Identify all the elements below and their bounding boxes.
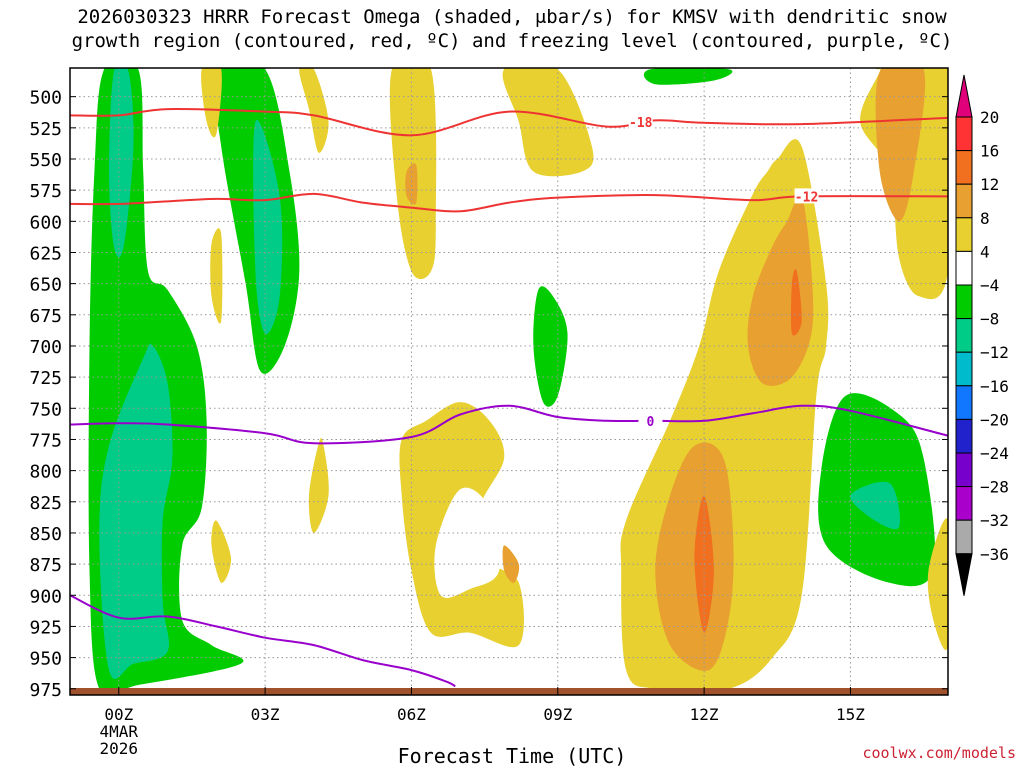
colorbar-level-label: −24 <box>980 444 1009 463</box>
omega-shaded-region <box>747 194 814 386</box>
omega-shaded-region <box>434 487 501 598</box>
y-tick-label: 750 <box>29 399 62 420</box>
colorbar-swatch <box>955 486 973 521</box>
y-tick-label: 900 <box>29 586 62 607</box>
y-tick-label: 825 <box>29 493 62 514</box>
colorbar-level-label: −8 <box>980 310 999 329</box>
omega-shaded-region <box>201 68 222 138</box>
y-tick-label: 950 <box>29 649 62 670</box>
y-tick-label: 650 <box>29 275 62 296</box>
omega-shaded-region <box>502 68 594 177</box>
omega-shaded-region <box>253 119 283 335</box>
x-tick-label: 03Z <box>251 705 280 724</box>
contour-label-bg <box>628 114 653 130</box>
y-tick-label: 675 <box>29 306 62 327</box>
y-tick-label: 850 <box>29 524 62 545</box>
colorbar-level-label: 16 <box>980 142 999 161</box>
chart-title-line1: 2026030323 HRRR Forecast Omega (shaded, … <box>77 6 947 28</box>
colorbar-swatch <box>955 351 973 387</box>
x-tick-label: 00Z <box>104 705 133 724</box>
x-tick-label: 15Z <box>836 705 865 724</box>
y-tick-label: 700 <box>29 337 62 358</box>
x-axis-label: Forecast Time (UTC) <box>397 744 627 768</box>
omega-shaded-region <box>850 481 900 530</box>
colorbar-swatch <box>955 519 973 555</box>
omega-shaded-region <box>210 228 223 324</box>
watermark: coolwx.com/models <box>862 744 1016 762</box>
colorbar-swatch <box>955 452 973 488</box>
y-tick-label: 500 <box>29 88 62 109</box>
omega-shaded-region <box>99 343 173 679</box>
y-tick-label: 800 <box>29 462 62 483</box>
y-tick-label: 775 <box>29 430 62 451</box>
ground-surface <box>70 688 948 695</box>
y-tick-label: 600 <box>29 212 62 233</box>
x-tick-label: 06Z <box>397 705 426 724</box>
omega-shaded-region <box>927 518 948 651</box>
colorbar-arrow-bottom <box>955 553 973 596</box>
omega-shaded-region <box>502 545 520 583</box>
colorbar-swatch <box>955 150 973 185</box>
date-label-day: 4MAR <box>100 722 139 741</box>
y-tick-label: 525 <box>29 119 62 140</box>
y-tick-label: 575 <box>29 181 62 202</box>
colorbar-level-label: −36 <box>980 545 1009 564</box>
contour-label-bg <box>638 412 663 428</box>
colorbar-level-label: −20 <box>980 410 1009 429</box>
colorbar-swatch <box>955 284 973 320</box>
colorbar-swatch <box>955 418 973 454</box>
colorbar-swatch <box>955 318 973 353</box>
colorbar-level-label: −32 <box>980 511 1009 530</box>
colorbar-swatch <box>955 183 973 219</box>
contour-line <box>70 594 456 688</box>
colorbar-level-label: −4 <box>980 276 999 295</box>
y-tick-label: 625 <box>29 243 62 264</box>
colorbar-arrow-top <box>955 74 973 118</box>
y-tick-label: 925 <box>29 617 62 638</box>
contour-label: -18 <box>629 116 653 131</box>
colorbar-level-label: 20 <box>980 108 999 127</box>
y-tick-label: 725 <box>29 368 62 389</box>
omega-shaded-region <box>308 437 329 533</box>
colorbar-level-label: −28 <box>980 478 1009 497</box>
colorbar-level-label: −12 <box>980 343 1009 362</box>
x-tick-label: 09Z <box>543 705 572 724</box>
contour-line <box>70 404 948 445</box>
y-tick-label: 875 <box>29 555 62 576</box>
colorbar-swatch <box>955 385 973 420</box>
colorbar-level-label: 12 <box>980 175 999 194</box>
omega-shaded-region <box>211 520 232 583</box>
omega-shaded-region <box>299 68 329 153</box>
colorbar-level-label: 8 <box>980 209 990 228</box>
contour-label: 0 <box>647 415 655 430</box>
colorbar-level-label: −16 <box>980 377 1009 396</box>
plot-frame <box>69 67 949 696</box>
contour-label: -12 <box>795 190 818 205</box>
x-tick-label: 12Z <box>690 705 719 724</box>
colorbar-level-label: 4 <box>980 242 990 261</box>
colorbar-swatch <box>955 250 973 286</box>
omega-shaded-region <box>790 269 802 336</box>
contour-line <box>70 192 948 213</box>
contour-line <box>70 107 948 137</box>
contour-label-bg <box>794 188 819 204</box>
date-label-year: 2026 <box>100 739 139 758</box>
omega-shaded-region <box>875 68 926 222</box>
chart-title-line2: growth region (contoured, red, ºC) and f… <box>71 30 953 52</box>
colorbar-swatch <box>955 116 973 152</box>
omega-shaded-region <box>405 163 418 205</box>
y-tick-label: 550 <box>29 150 62 171</box>
omega-shaded-region <box>643 68 733 85</box>
omega-shaded-region <box>533 286 568 407</box>
y-tick-label: 975 <box>29 680 62 701</box>
colorbar-swatch <box>955 217 973 252</box>
